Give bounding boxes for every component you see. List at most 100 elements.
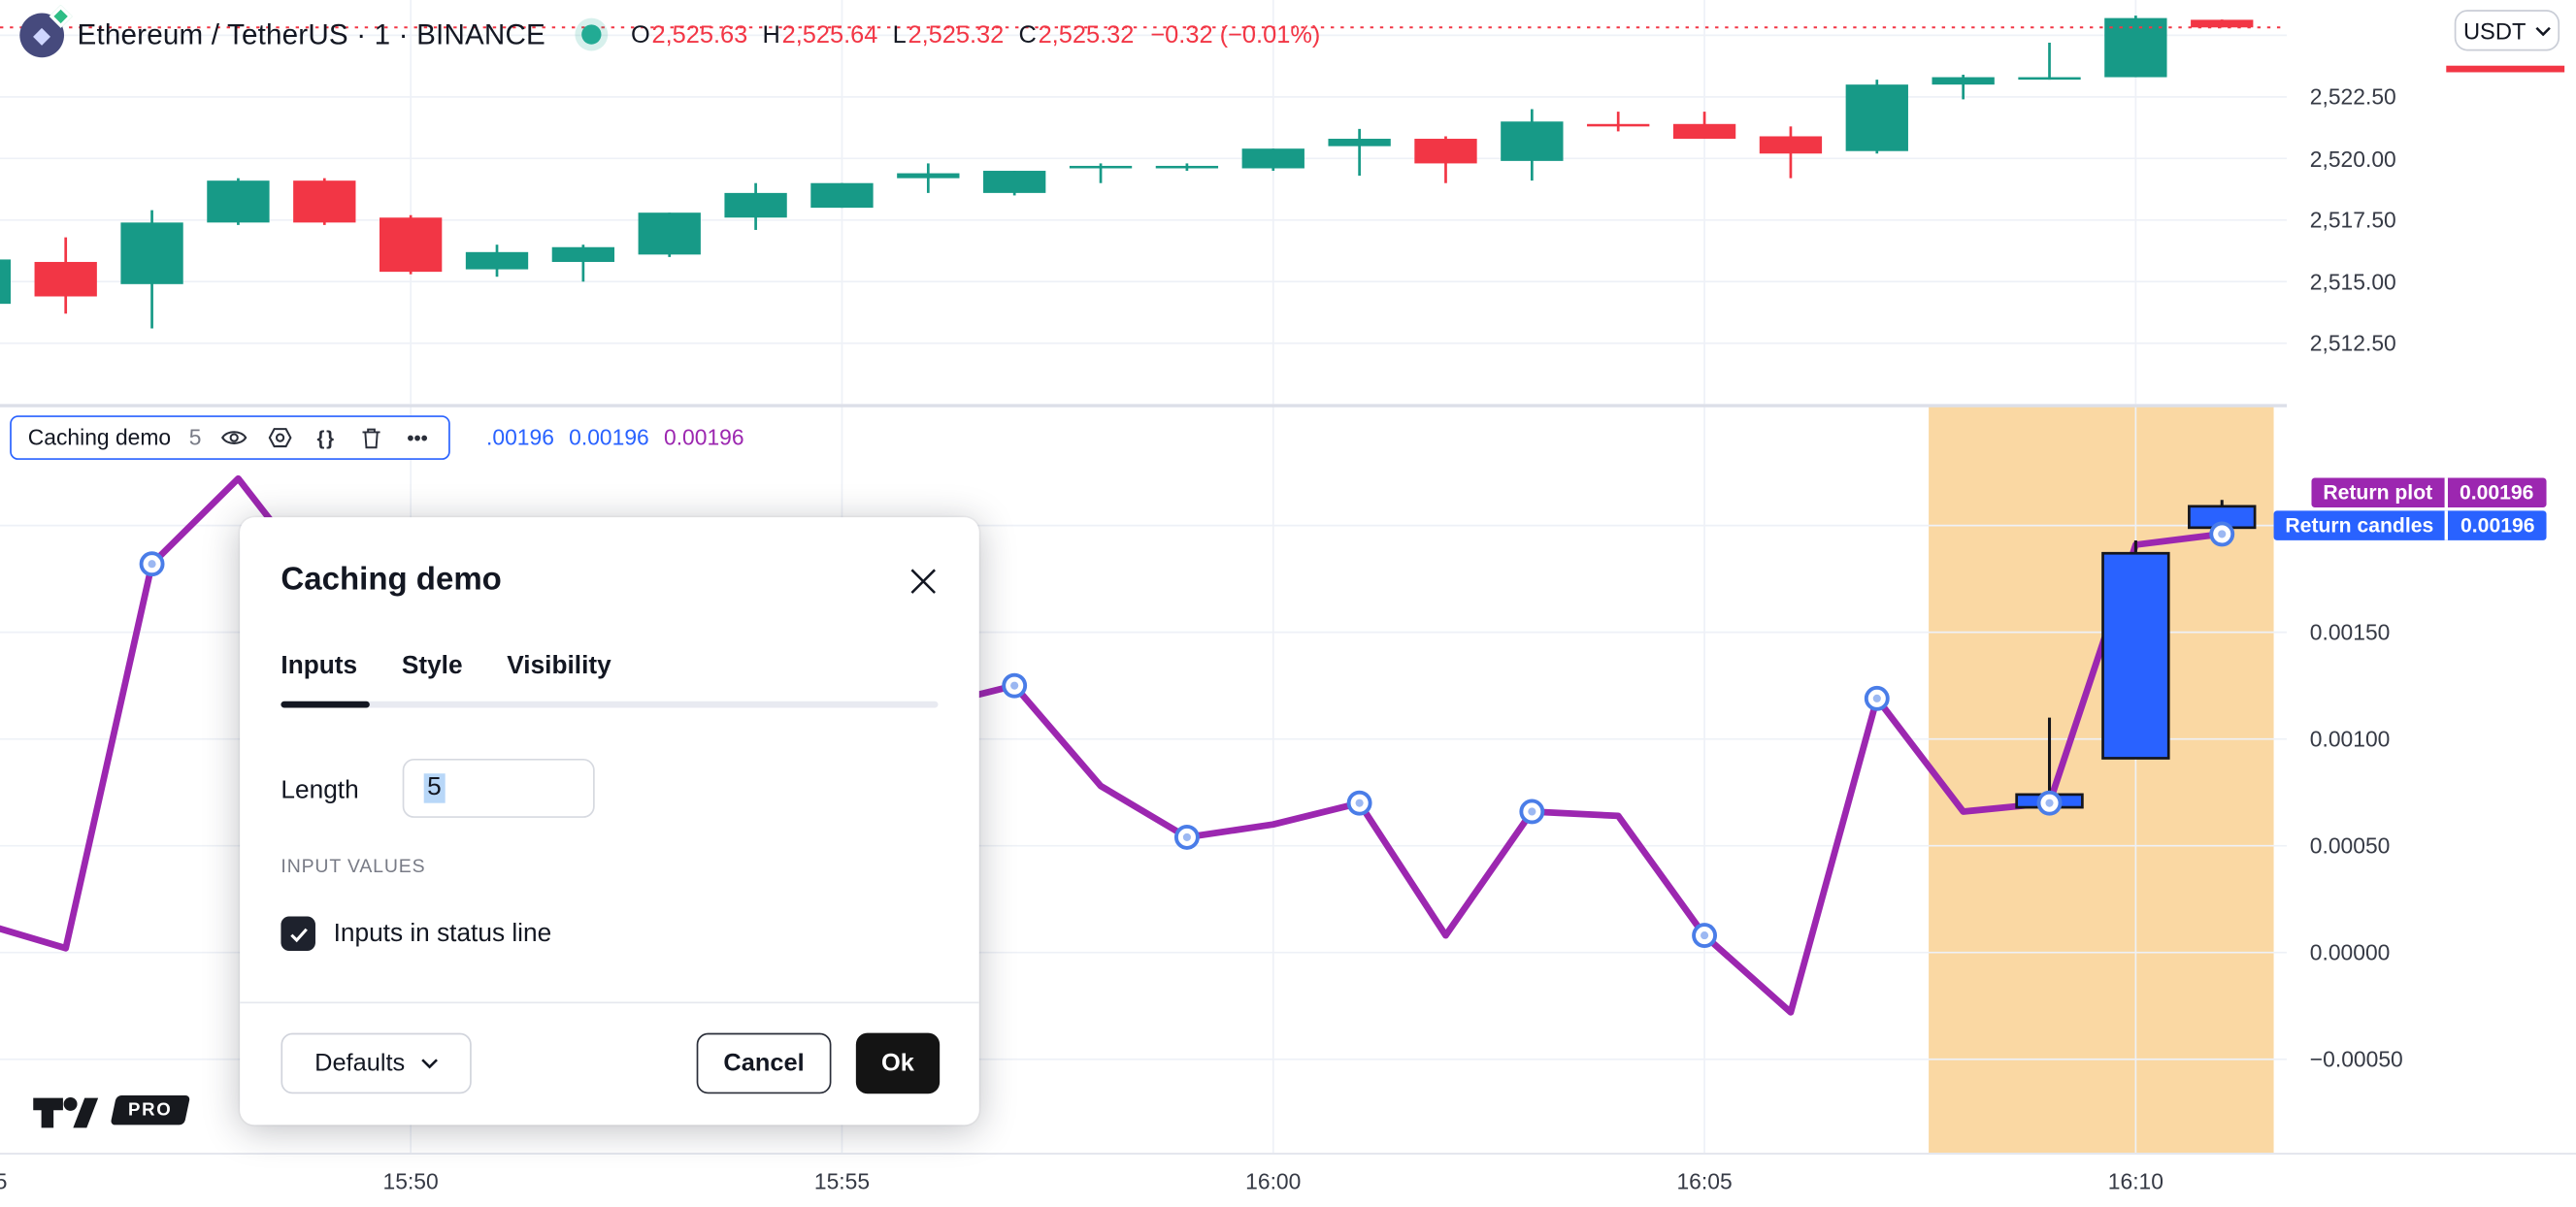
indicator-axis-label: 0.00050: [2309, 832, 2391, 859]
tab-visibility[interactable]: Visibility: [507, 651, 611, 680]
ohlc-item: O 2,525.63: [631, 20, 748, 49]
line-marker-dot: [2045, 799, 2054, 807]
candle-body: [1932, 77, 1995, 85]
dialog-footer-divider: [240, 1001, 979, 1004]
indicator-settings-dialog: Caching demo Inputs Style Visibility Len…: [240, 517, 979, 1125]
line-marker-dot: [2218, 530, 2227, 538]
candle-body: [379, 217, 443, 273]
symbol-header: ◆ Ethereum / TetherUS · 1 · BINANCE O 2,5…: [19, 4, 1320, 59]
candle-body: [724, 192, 787, 218]
indicator-status-values: .00196 0.00196 0.00196: [486, 415, 744, 460]
candle-body: [1587, 123, 1650, 127]
chevron-down-icon: [2534, 26, 2551, 36]
line-marker-dot: [1182, 832, 1191, 841]
return-plot-price-label: Return plot 0.00196: [2311, 477, 2546, 508]
candle-body: [1759, 136, 1823, 154]
indicator-value: 0.00196: [663, 425, 744, 450]
price-axis-label: 2,512.50: [2309, 331, 2396, 356]
candle-body: [1672, 123, 1736, 140]
indicator-axis-label: 0.00150: [2309, 619, 2391, 645]
indicator-legend[interactable]: Caching demo 5 { } •••: [10, 415, 450, 460]
candle-body: [293, 180, 356, 223]
tradingview-mark-icon: [33, 1096, 99, 1128]
ohlc-item: H 2,525.64: [762, 20, 878, 49]
more-options-icon[interactable]: •••: [407, 426, 428, 449]
candle-body: [1155, 165, 1219, 169]
checkbox-label: Inputs in status line: [333, 919, 552, 948]
time-axis[interactable]: 15:45 15:50 15:55 16:00 16:05 16:10: [0, 1153, 2576, 1207]
tab-inputs[interactable]: Inputs: [281, 651, 358, 680]
candle-body: [0, 259, 12, 305]
line-marker-dot: [1701, 931, 1709, 940]
eye-icon[interactable]: [219, 424, 248, 452]
candle-body: [2191, 19, 2254, 28]
dialog-title: Caching demo: [281, 561, 502, 599]
pane-separator[interactable]: [0, 404, 2576, 407]
currency-toggle-button[interactable]: USDT: [2454, 10, 2560, 51]
defaults-button[interactable]: Defaults: [281, 1032, 472, 1094]
indicator-value: 0.00196: [569, 425, 649, 450]
time-axis-label: 15:45: [0, 1169, 7, 1193]
time-axis-label: 16:00: [1245, 1169, 1302, 1194]
settings-gear-icon[interactable]: [265, 424, 293, 452]
line-marker-dot: [1872, 694, 1881, 702]
candle-body: [551, 246, 615, 262]
ohlc-item: L 2,525.32: [892, 20, 1005, 49]
close-icon[interactable]: [907, 565, 940, 598]
market-status-dot[interactable]: [581, 24, 602, 45]
time-axis-label: 15:55: [813, 1169, 871, 1194]
candle-body: [2104, 17, 2167, 78]
cancel-button[interactable]: Cancel: [696, 1032, 832, 1094]
length-input[interactable]: 5: [402, 758, 595, 818]
tradingview-logo[interactable]: PRO: [26, 1088, 190, 1133]
price-axis-label: 2,522.50: [2309, 84, 2396, 110]
time-axis-label: 16:05: [1676, 1169, 1733, 1194]
input-values-section-header: INPUT VALUES: [281, 857, 426, 877]
candle-body: [897, 173, 960, 179]
candle-body: [1069, 165, 1133, 169]
indicator-name[interactable]: Caching demo: [27, 425, 172, 450]
tab-underline-track: [281, 701, 939, 708]
inputs-in-status-line-checkbox[interactable]: [281, 916, 315, 952]
candle-body: [1845, 84, 1908, 151]
candle-body: [465, 251, 529, 270]
tab-style[interactable]: Style: [401, 651, 463, 680]
candle-body: [120, 222, 183, 284]
line-marker-dot: [148, 560, 156, 569]
checkmark-icon: [289, 927, 308, 942]
source-code-icon[interactable]: { }: [316, 426, 335, 449]
ohlc-readout: O 2,525.63 H 2,525.64 L 2,525.32 C 2,525.32 −0.3…: [631, 20, 1320, 49]
return-candles-price-label: Return candles 0.00196: [2273, 510, 2548, 540]
time-axis-label: 15:50: [382, 1169, 439, 1194]
candle-body: [2018, 77, 2081, 81]
line-marker-dot: [1010, 681, 1019, 690]
ohlc-item: C 2,525.32: [1018, 20, 1135, 49]
line-marker-dot: [1355, 799, 1364, 807]
candle-body: [34, 261, 97, 297]
symbol-title[interactable]: Ethereum / TetherUS · 1 · BINANCE: [77, 16, 545, 50]
delete-trash-icon[interactable]: [357, 424, 385, 452]
ethereum-icon: ◆: [19, 4, 73, 57]
pro-badge: PRO: [110, 1094, 190, 1125]
indicator-param: 5: [188, 425, 202, 450]
candle-body: [1414, 139, 1477, 164]
candle-body: [983, 171, 1046, 193]
candle-body: [207, 180, 270, 223]
candle-body: [1328, 139, 1391, 147]
price-axis[interactable]: USDT 2,522.50 2,520.00 2,517.50 2,515.00 2,5…: [2287, 0, 2576, 1154]
indicator-axis-label: −0.00050: [2309, 1047, 2403, 1072]
last-price-marker: [2446, 65, 2565, 72]
return-candle-body: [2101, 551, 2170, 760]
price-pane-canvas[interactable]: [0, 0, 2288, 405]
dialog-tabs: Inputs Style Visibility: [281, 652, 611, 681]
candle-body: [810, 182, 874, 209]
tab-active-underline: [281, 701, 370, 708]
ok-button[interactable]: Ok: [855, 1032, 941, 1094]
candle-body: [638, 212, 701, 255]
chevron-down-icon: [420, 1059, 438, 1069]
candle-body: [1241, 148, 1305, 169]
price-axis-label: 2,520.00: [2309, 146, 2396, 172]
price-axis-label: 2,515.00: [2309, 269, 2396, 294]
price-axis-label: 2,517.50: [2309, 208, 2396, 233]
